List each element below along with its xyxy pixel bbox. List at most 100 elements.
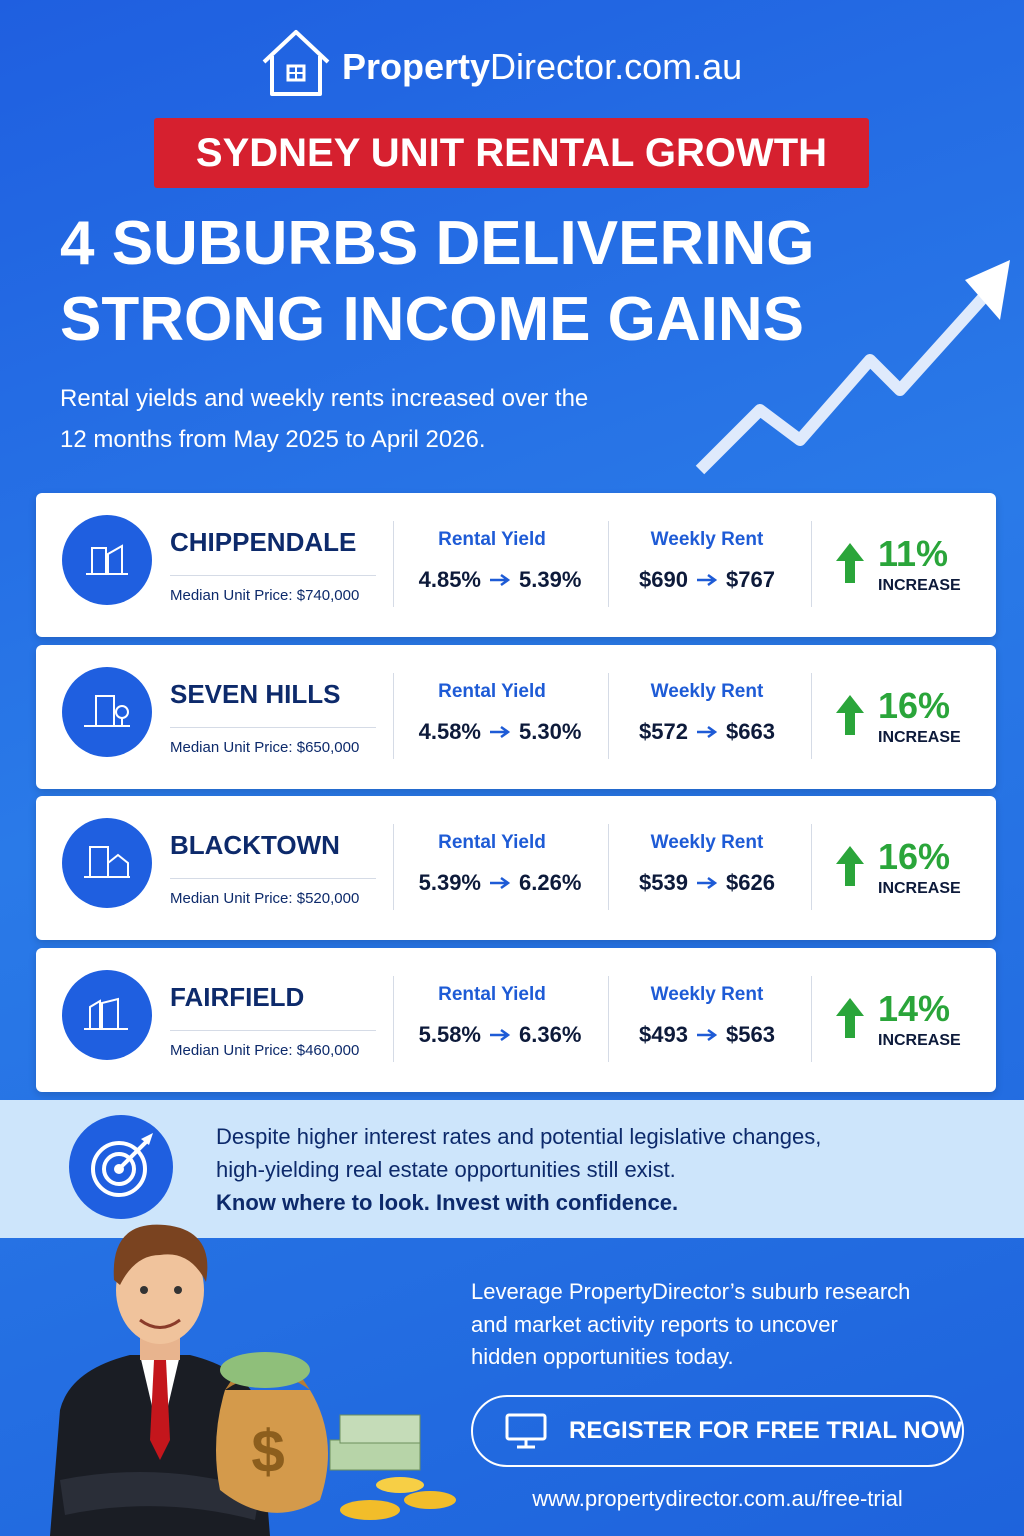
divider	[608, 521, 609, 607]
divider	[393, 521, 394, 607]
increase-value: 16%	[878, 684, 951, 726]
yield-to: 6.36%	[519, 1021, 582, 1047]
rent-label: Weekly Rent	[650, 529, 764, 550]
divider	[608, 824, 609, 910]
yield-from: 4.58%	[418, 718, 481, 744]
arrow	[490, 725, 511, 738]
yield-label: Rental Yield	[438, 680, 546, 702]
rent-to: $563	[726, 1021, 775, 1047]
banner: SYDNEY UNIT RENTAL GROWTH	[154, 118, 869, 188]
suburb-card: BLACKTOWN Median Unit Price: $520,000 Rent…	[36, 796, 996, 940]
yield-change: 4.58% 5.30%	[400, 719, 600, 745]
increase-label: INCREASE	[878, 577, 961, 594]
rent-change: $539 $626	[607, 870, 807, 896]
suburb-name: CHIPPENDALE	[170, 527, 357, 557]
suburb-name: FAIRFIELD	[170, 981, 305, 1012]
rent-change: $493 $563	[607, 1022, 807, 1048]
trend-arrow	[695, 260, 1010, 475]
subtitle-line: Rental yields and weekly rents increased…	[60, 385, 589, 412]
cta-url: www.propertydirector.com.au/free-trial	[532, 1486, 903, 1511]
subtitle-line: 12 months from May 2025 to April 2026.	[60, 426, 486, 453]
suburb-icon	[62, 818, 152, 908]
suburb-card: FAIRFIELD Median Unit Price: $460,000 Rent…	[36, 947, 996, 1092]
increase-value: 14%	[878, 987, 951, 1029]
rent-label: Weekly Rent	[650, 680, 764, 702]
brand-rest: Director.com.au	[490, 46, 743, 87]
median-price: Median Unit Price: $520,000	[170, 890, 359, 907]
cta-line: and market activity reports to uncover	[471, 1311, 838, 1337]
divider	[170, 575, 376, 576]
divider	[393, 824, 394, 910]
yield-from: 5.39%	[418, 870, 481, 895]
cta-text: Leverage PropertyDirector’s suburb resea…	[471, 1276, 910, 1374]
divider	[811, 521, 812, 607]
cta-line: hidden opportunities today.	[471, 1344, 734, 1369]
arrow	[490, 573, 511, 587]
suburb-icon	[62, 666, 152, 757]
rent-change: $572 $663	[607, 719, 807, 745]
yield-change: 5.39% 6.26%	[400, 870, 600, 896]
insight-line: Despite higher interest rates and potent…	[216, 1124, 822, 1149]
yield-label: Rental Yield	[438, 983, 546, 1005]
median-label: Median Unit Price:	[170, 1041, 293, 1059]
up-arrow	[836, 846, 864, 886]
rent-to: $626	[726, 870, 775, 895]
rent-to: $767	[726, 567, 775, 592]
divider	[811, 975, 812, 1062]
brand-bold: Property	[342, 46, 491, 87]
arrow	[490, 1028, 511, 1041]
suburb-name: BLACKTOWN	[170, 830, 340, 860]
cta-button-label: REGISTER FOR FREE TRIAL NOW	[569, 1417, 962, 1444]
suburb-icon	[62, 515, 152, 605]
median-price: Median Unit Price: $650,000	[170, 739, 359, 756]
yield-from: 4.85%	[418, 567, 481, 592]
increase-value: 16%	[878, 836, 951, 877]
rent-label: Weekly Rent	[650, 832, 764, 853]
divider	[811, 672, 812, 759]
divider	[811, 824, 812, 910]
yield-from: 5.58%	[418, 1021, 481, 1047]
arrow	[697, 573, 718, 587]
up-arrow	[836, 997, 864, 1038]
median-value: $460,000	[296, 1041, 360, 1059]
headline-line: STRONG INCOME GAINS	[60, 285, 805, 354]
median-label: Median Unit Price:	[170, 738, 293, 756]
insight-emphasis: Know where to look. Invest with confiden…	[216, 1190, 679, 1215]
rent-to: $663	[726, 718, 775, 744]
arrow	[697, 876, 718, 890]
divider	[393, 975, 394, 1062]
median-price: Median Unit Price: $460,000	[170, 1042, 359, 1059]
divider	[170, 1029, 376, 1031]
divider	[170, 878, 376, 879]
headline-line: 4 SUBURBS DELIVERING	[60, 209, 815, 278]
insight-line: high-yielding real estate opportunities …	[216, 1157, 676, 1182]
yield-to: 5.39%	[519, 567, 582, 592]
up-arrow	[836, 694, 864, 735]
median-value: $520,000	[296, 890, 360, 907]
median-value: $650,000	[296, 738, 360, 756]
brand: PropertyDirector.com.au	[342, 46, 742, 88]
arrow	[697, 1028, 718, 1041]
yield-change: 5.58% 6.36%	[400, 1022, 600, 1048]
arrow	[490, 876, 511, 890]
median-label: Median Unit Price:	[170, 587, 293, 604]
suburb-icon	[62, 969, 152, 1060]
divider	[608, 672, 609, 759]
increase-label: INCREASE	[878, 728, 961, 746]
increase-label: INCREASE	[878, 1031, 961, 1049]
divider	[608, 975, 609, 1062]
rent-from: $539	[639, 870, 688, 895]
cta-button[interactable]: REGISTER FOR FREE TRIAL NOW	[471, 1395, 964, 1467]
yield-label: Rental Yield	[438, 832, 546, 853]
monitor-icon	[505, 1413, 547, 1449]
suburb-card: SEVEN HILLS Median Unit Price: $650,000 Re…	[36, 644, 996, 789]
rent-label: Weekly Rent	[650, 983, 764, 1005]
insight-text: Despite higher interest rates and potent…	[216, 1120, 821, 1219]
subtitle: Rental yields and weekly rents increased…	[60, 378, 588, 460]
yield-label: Rental Yield	[438, 529, 546, 550]
rent-from: $493	[639, 1021, 688, 1047]
up-arrow	[836, 543, 864, 583]
target-icon	[69, 1115, 173, 1219]
median-price: Median Unit Price: $740,000	[170, 587, 359, 604]
